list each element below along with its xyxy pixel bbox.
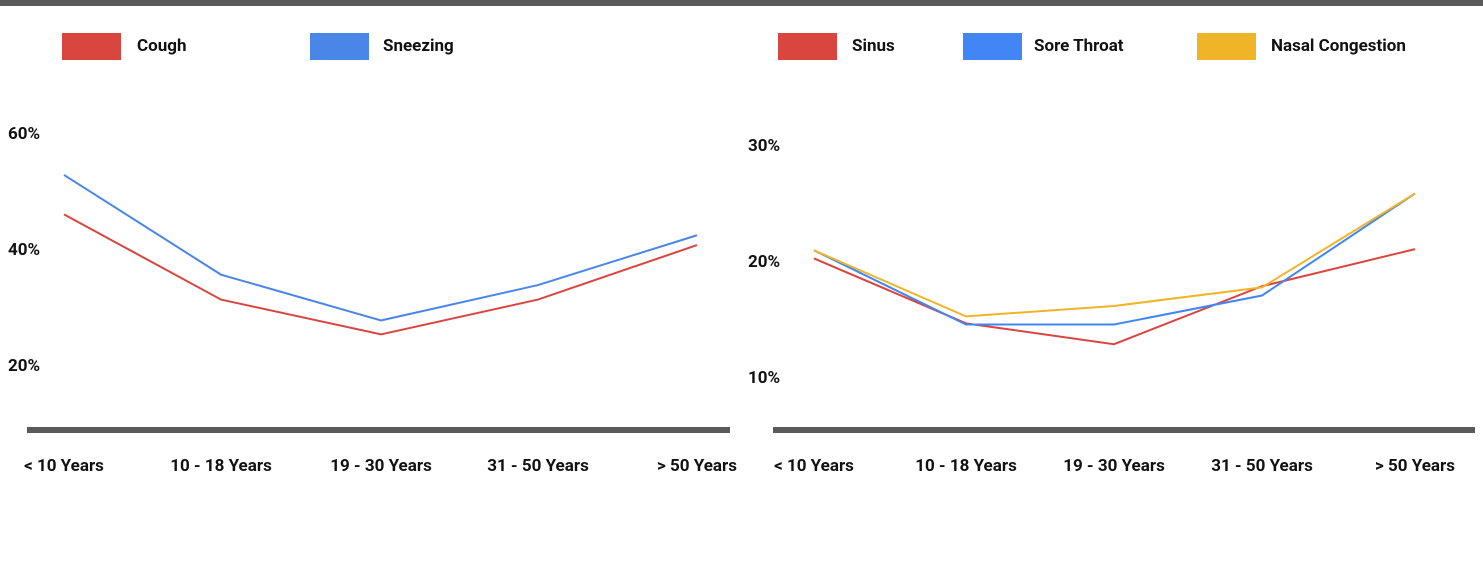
x-tick-label: 19 - 30 Years — [1059, 455, 1169, 477]
x-tick-label: < 10 Years — [759, 455, 869, 477]
legend-swatch — [963, 33, 1022, 60]
x-tick-label: < 10 Years — [9, 455, 119, 477]
legend-swatch — [62, 33, 121, 60]
x-tick-label: 10 - 18 Years — [911, 455, 1021, 477]
page: 20% 40% 60% < 10 Years 10 - 18 Years 19 - 30 … — [0, 0, 1483, 587]
legend-swatch — [310, 33, 369, 60]
y-tick-label: 20% — [748, 251, 780, 273]
legend-label: Sinus — [852, 35, 895, 57]
line-series — [64, 214, 697, 334]
y-tick-label: 60% — [8, 123, 40, 145]
top-bar — [0, 0, 1483, 6]
legend-swatch — [1197, 33, 1256, 60]
x-tick-label: 31 - 50 Years — [1207, 455, 1317, 477]
legend-label: Cough — [137, 35, 186, 57]
y-tick-label: 20% — [8, 355, 40, 377]
line-series — [814, 249, 1415, 344]
legend-label: Sore Throat — [1034, 35, 1124, 57]
x-tick-label: > 50 Years — [1360, 455, 1470, 477]
line-series — [64, 175, 697, 320]
legend-label: Nasal Congestion — [1271, 35, 1406, 57]
line-series — [814, 193, 1415, 324]
legend-swatch — [778, 33, 837, 60]
charts — [0, 0, 1483, 587]
legend-label: Sneezing — [383, 35, 454, 57]
x-tick-label: > 50 Years — [642, 455, 752, 477]
y-tick-label: 10% — [748, 367, 780, 389]
y-tick-label: 30% — [748, 135, 780, 157]
x-tick-label: 10 - 18 Years — [166, 455, 276, 477]
x-tick-label: 31 - 50 Years — [483, 455, 593, 477]
x-tick-label: 19 - 30 Years — [326, 455, 436, 477]
y-tick-label: 40% — [8, 239, 40, 261]
